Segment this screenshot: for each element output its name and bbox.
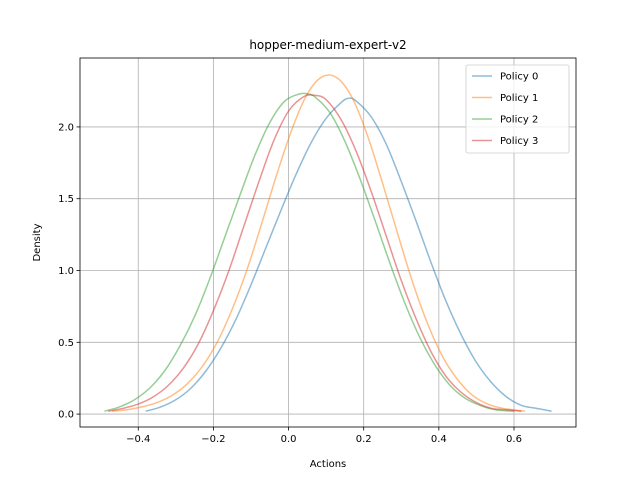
y-tick-label: 1.0 xyxy=(58,266,74,277)
legend-label: Policy 2 xyxy=(500,115,538,126)
x-tick-label: 0.0 xyxy=(281,434,297,445)
y-tick-label: 0.5 xyxy=(58,338,74,349)
y-tick-label: 2.0 xyxy=(58,122,74,133)
series-line-policy-3 xyxy=(108,94,522,412)
y-axis-label: Density xyxy=(32,223,43,261)
series-line-policy-0 xyxy=(145,97,552,412)
legend-box xyxy=(465,64,570,154)
chart-title: hopper-medium-expert-v2 xyxy=(249,38,406,52)
y-tick-label: 0.0 xyxy=(58,410,74,421)
axis-ticks: −0.4 −0.2 0.0 0.2 0.4 0.6 0.0 0.5 1.0 1.5 2.0 xyxy=(58,122,522,445)
series-layer xyxy=(104,74,552,412)
plot-area-frame xyxy=(79,57,577,428)
x-tick-label: 0.6 xyxy=(506,434,522,445)
legend-label: Policy 0 xyxy=(500,72,538,83)
legend: Policy 0 Policy 1 Policy 2 Policy 3 xyxy=(465,64,570,154)
x-tick-label: −0.4 xyxy=(126,434,150,445)
x-tick-label: −0.2 xyxy=(201,434,225,445)
x-tick-label: 0.2 xyxy=(356,434,372,445)
series-line-policy-1 xyxy=(111,74,526,412)
y-tick-label: 1.5 xyxy=(58,194,74,205)
series-line-policy-2 xyxy=(104,92,515,412)
legend-label: Policy 3 xyxy=(500,136,538,147)
legend-label: Policy 1 xyxy=(500,93,538,104)
x-tick-label: 0.4 xyxy=(431,434,447,445)
x-axis-label: Actions xyxy=(310,459,347,470)
